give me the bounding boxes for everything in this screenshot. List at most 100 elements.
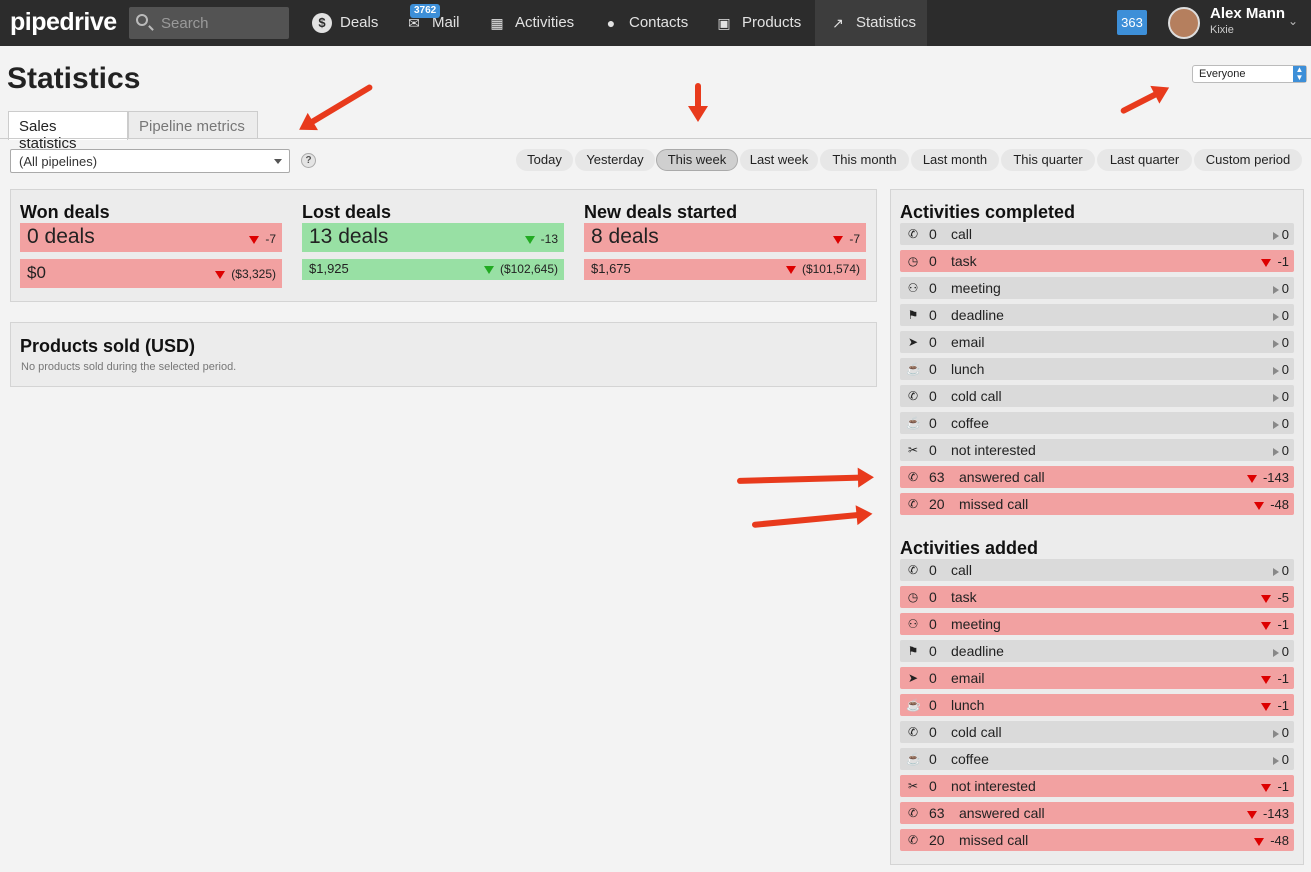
period-custom[interactable]: Custom period — [1194, 149, 1302, 171]
activity-row-cold-call[interactable]: ✆ 0 cold call 0 — [900, 385, 1294, 407]
activity-row-lunch[interactable]: ☕ 0 lunch -1 — [900, 694, 1294, 716]
period-this-month[interactable]: This month — [820, 149, 909, 171]
activity-change: 0 — [1272, 335, 1289, 350]
pipeline-select[interactable]: (All pipelines) — [10, 149, 290, 173]
activity-count: 20 — [929, 832, 945, 848]
lost-deals-value-change: ($102,645) — [483, 262, 558, 276]
right-triangle-icon — [1272, 729, 1279, 738]
change-value: -48 — [1270, 833, 1289, 848]
right-triangle-icon — [1272, 648, 1279, 657]
change-value: -1 — [1277, 254, 1289, 269]
help-icon[interactable]: ? — [301, 153, 316, 168]
annotation-arrow-1 — [302, 83, 374, 130]
tab-divider — [0, 138, 1311, 139]
activity-row-email[interactable]: ➤ 0 email -1 — [900, 667, 1294, 689]
activity-row-email[interactable]: ➤ 0 email 0 — [900, 331, 1294, 353]
person-icon: ● — [606, 15, 616, 31]
nav-activities[interactable]: ▦ Activities — [487, 0, 587, 46]
new-deals-value[interactable]: $1,675 ($101,574) — [584, 259, 866, 280]
phone-icon: ✆ — [907, 563, 919, 577]
change-value: 0 — [1281, 725, 1289, 740]
nav-products-label: Products — [742, 14, 802, 31]
activity-row-missed-call[interactable]: ✆ 20 missed call -48 — [900, 829, 1294, 851]
activity-row-cold-call[interactable]: ✆ 0 cold call 0 — [900, 721, 1294, 743]
change-value: -7 — [265, 232, 276, 246]
cup-icon: ☕ — [906, 752, 921, 766]
won-deals-value[interactable]: $0 ($3,325) — [20, 259, 282, 288]
period-this-week[interactable]: This week — [656, 149, 738, 171]
activity-label: deadline — [951, 643, 1004, 659]
notifications-badge[interactable]: 363 — [1117, 10, 1147, 35]
period-last-quarter[interactable]: Last quarter — [1097, 149, 1192, 171]
tab-pipeline-metrics[interactable]: Pipeline metrics — [128, 111, 258, 139]
activity-row-call[interactable]: ✆ 0 call 0 — [900, 223, 1294, 245]
nav-products[interactable]: ▣ Products — [714, 0, 812, 46]
period-yesterday[interactable]: Yesterday — [575, 149, 655, 171]
phone-icon: ✆ — [907, 806, 919, 820]
scissors-icon: ✂ — [907, 443, 919, 457]
period-this-quarter[interactable]: This quarter — [1001, 149, 1095, 171]
activity-change: -1 — [1261, 617, 1289, 632]
pipedrive-logo[interactable]: pipedrive — [10, 8, 117, 36]
products-sold-title: Products sold (USD) — [20, 336, 196, 356]
down-triangle-icon — [1246, 810, 1257, 819]
nav-mail-label: Mail — [432, 14, 460, 31]
activity-row-coffee[interactable]: ☕ 0 coffee 0 — [900, 412, 1294, 434]
avatar[interactable] — [1168, 7, 1200, 39]
user-filter-select[interactable]: Everyone ▲ ▼ — [1192, 65, 1307, 83]
activity-label: coffee — [951, 415, 989, 431]
down-triangle-icon — [1261, 258, 1272, 267]
activity-row-coffee[interactable]: ☕ 0 coffee 0 — [900, 748, 1294, 770]
activity-row-deadline[interactable]: ⚑ 0 deadline 0 — [900, 304, 1294, 326]
activity-change: -1 — [1261, 254, 1289, 269]
new-deals-value-change: ($101,574) — [785, 262, 860, 276]
activity-change: 0 — [1272, 563, 1289, 578]
search-input[interactable]: Search — [129, 7, 289, 39]
nav-contacts[interactable]: ● Contacts — [601, 0, 701, 46]
nav-deals[interactable]: $ Deals — [312, 0, 392, 46]
trend-line-icon: ↗ — [832, 15, 844, 31]
nav-statistics[interactable]: ↗ Statistics — [815, 0, 927, 46]
activity-row-task[interactable]: ◷ 0 task -5 — [900, 586, 1294, 608]
activity-label: task — [951, 253, 977, 269]
down-triangle-icon — [1261, 594, 1272, 603]
change-value: -1 — [1277, 779, 1289, 794]
down-triangle-icon — [785, 265, 796, 274]
change-value: 0 — [1281, 281, 1289, 296]
lost-deals-count[interactable]: 13 deals -13 — [302, 223, 564, 252]
activity-count: 0 — [929, 589, 937, 605]
activity-label: meeting — [951, 616, 1001, 632]
period-last-week[interactable]: Last week — [740, 149, 818, 171]
chevron-down-icon[interactable]: ⌄ — [1288, 14, 1299, 28]
paper-plane-icon: ➤ — [907, 335, 919, 349]
activity-row-lunch[interactable]: ☕ 0 lunch 0 — [900, 358, 1294, 380]
activity-row-missed-call[interactable]: ✆ 20 missed call -48 — [900, 493, 1294, 515]
tab-sales-statistics[interactable]: Sales statistics — [8, 111, 128, 152]
activity-row-meeting[interactable]: ⚇ 0 meeting 0 — [900, 277, 1294, 299]
activity-count: 0 — [929, 643, 937, 659]
activity-count: 0 — [929, 307, 937, 323]
nav-mail[interactable]: ✉ Mail — [404, 0, 476, 46]
won-deals-count[interactable]: 0 deals -7 — [20, 223, 282, 252]
activity-count: 20 — [929, 496, 945, 512]
right-triangle-icon — [1272, 447, 1279, 456]
activity-change: -1 — [1261, 698, 1289, 713]
activity-row-call[interactable]: ✆ 0 call 0 — [900, 559, 1294, 581]
user-name[interactable]: Alex Mann — [1210, 5, 1286, 22]
period-today[interactable]: Today — [516, 149, 573, 171]
activity-row-answered-call[interactable]: ✆ 63 answered call -143 — [900, 802, 1294, 824]
activity-row-task[interactable]: ◷ 0 task -1 — [900, 250, 1294, 272]
new-deals-count[interactable]: 8 deals -7 — [584, 223, 866, 252]
lost-deals-value[interactable]: $1,925 ($102,645) — [302, 259, 564, 280]
activity-row-meeting[interactable]: ⚇ 0 meeting -1 — [900, 613, 1294, 635]
period-last-month[interactable]: Last month — [911, 149, 999, 171]
dollar-circle-icon: $ — [312, 13, 332, 33]
activity-count: 0 — [929, 778, 937, 794]
activity-row-deadline[interactable]: ⚑ 0 deadline 0 — [900, 640, 1294, 662]
change-value: 0 — [1281, 308, 1289, 323]
activity-row-not-interested[interactable]: ✂ 0 not interested 0 — [900, 439, 1294, 461]
activity-row-not-interested[interactable]: ✂ 0 not interested -1 — [900, 775, 1294, 797]
activity-change: 0 — [1272, 308, 1289, 323]
activity-row-answered-call[interactable]: ✆ 63 answered call -143 — [900, 466, 1294, 488]
search-placeholder: Search — [161, 15, 209, 32]
